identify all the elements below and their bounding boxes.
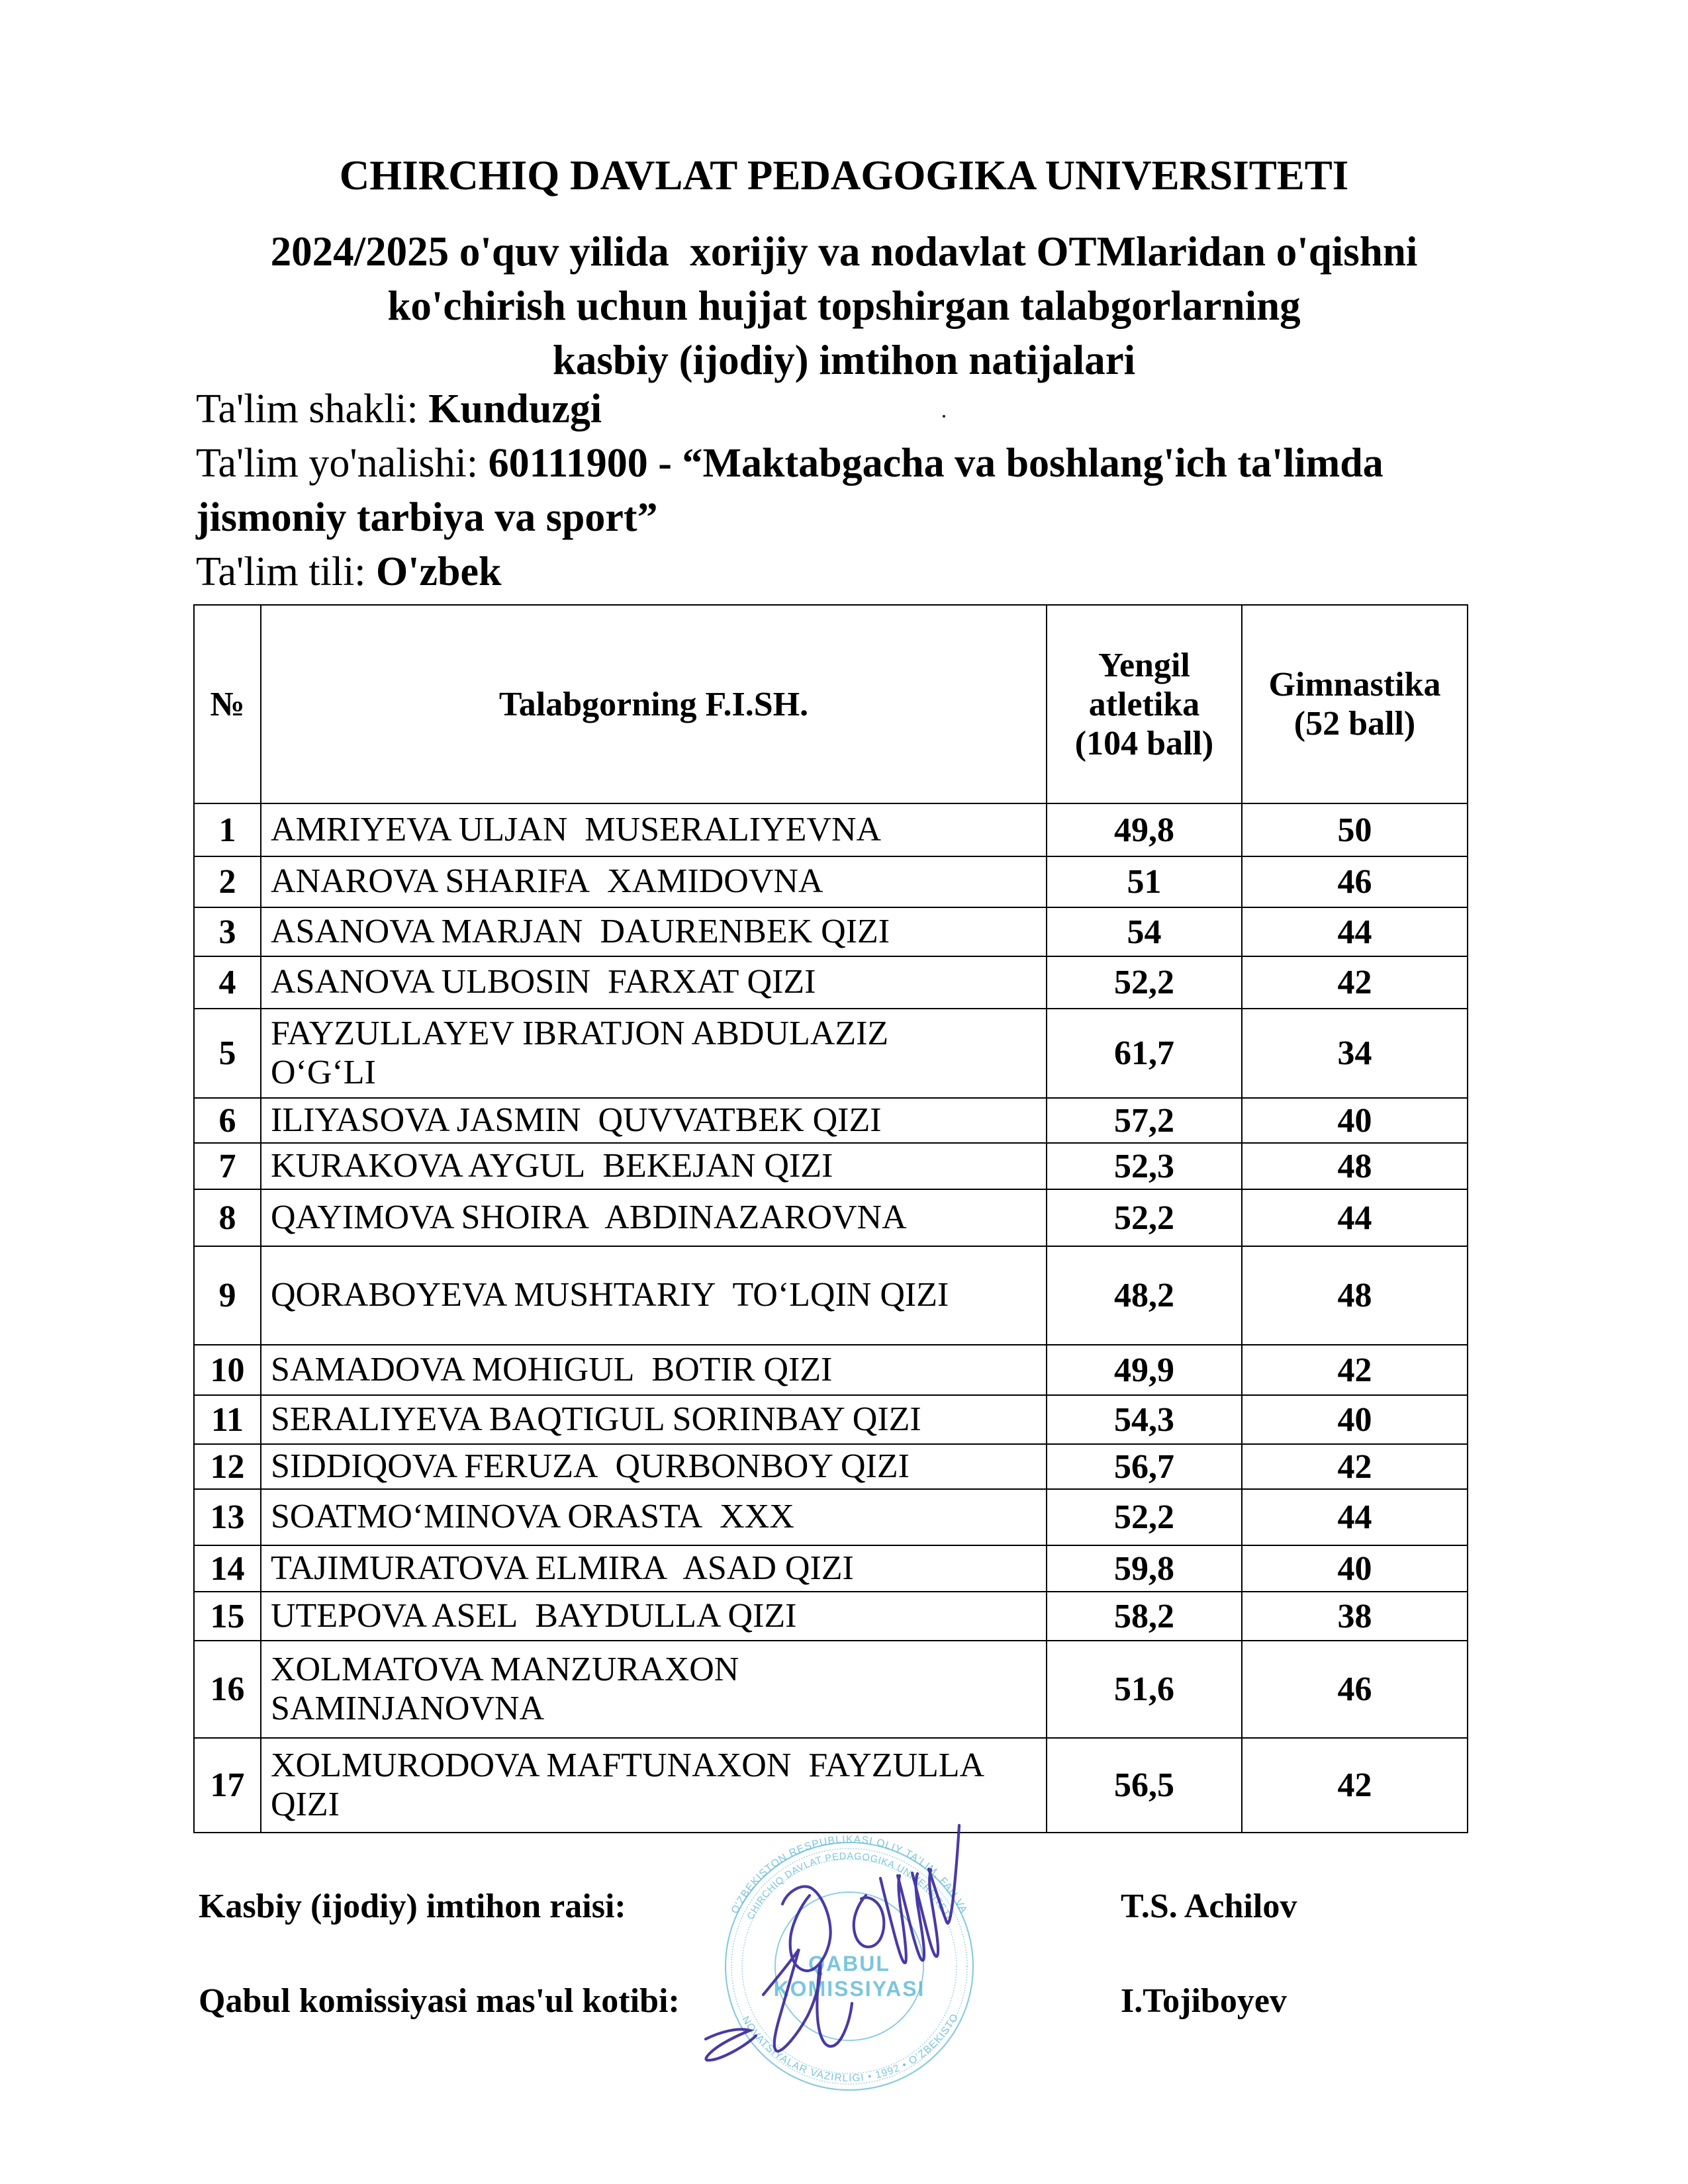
svg-text:KOMISSIYASI: KOMISSIYASI	[774, 1977, 925, 2001]
